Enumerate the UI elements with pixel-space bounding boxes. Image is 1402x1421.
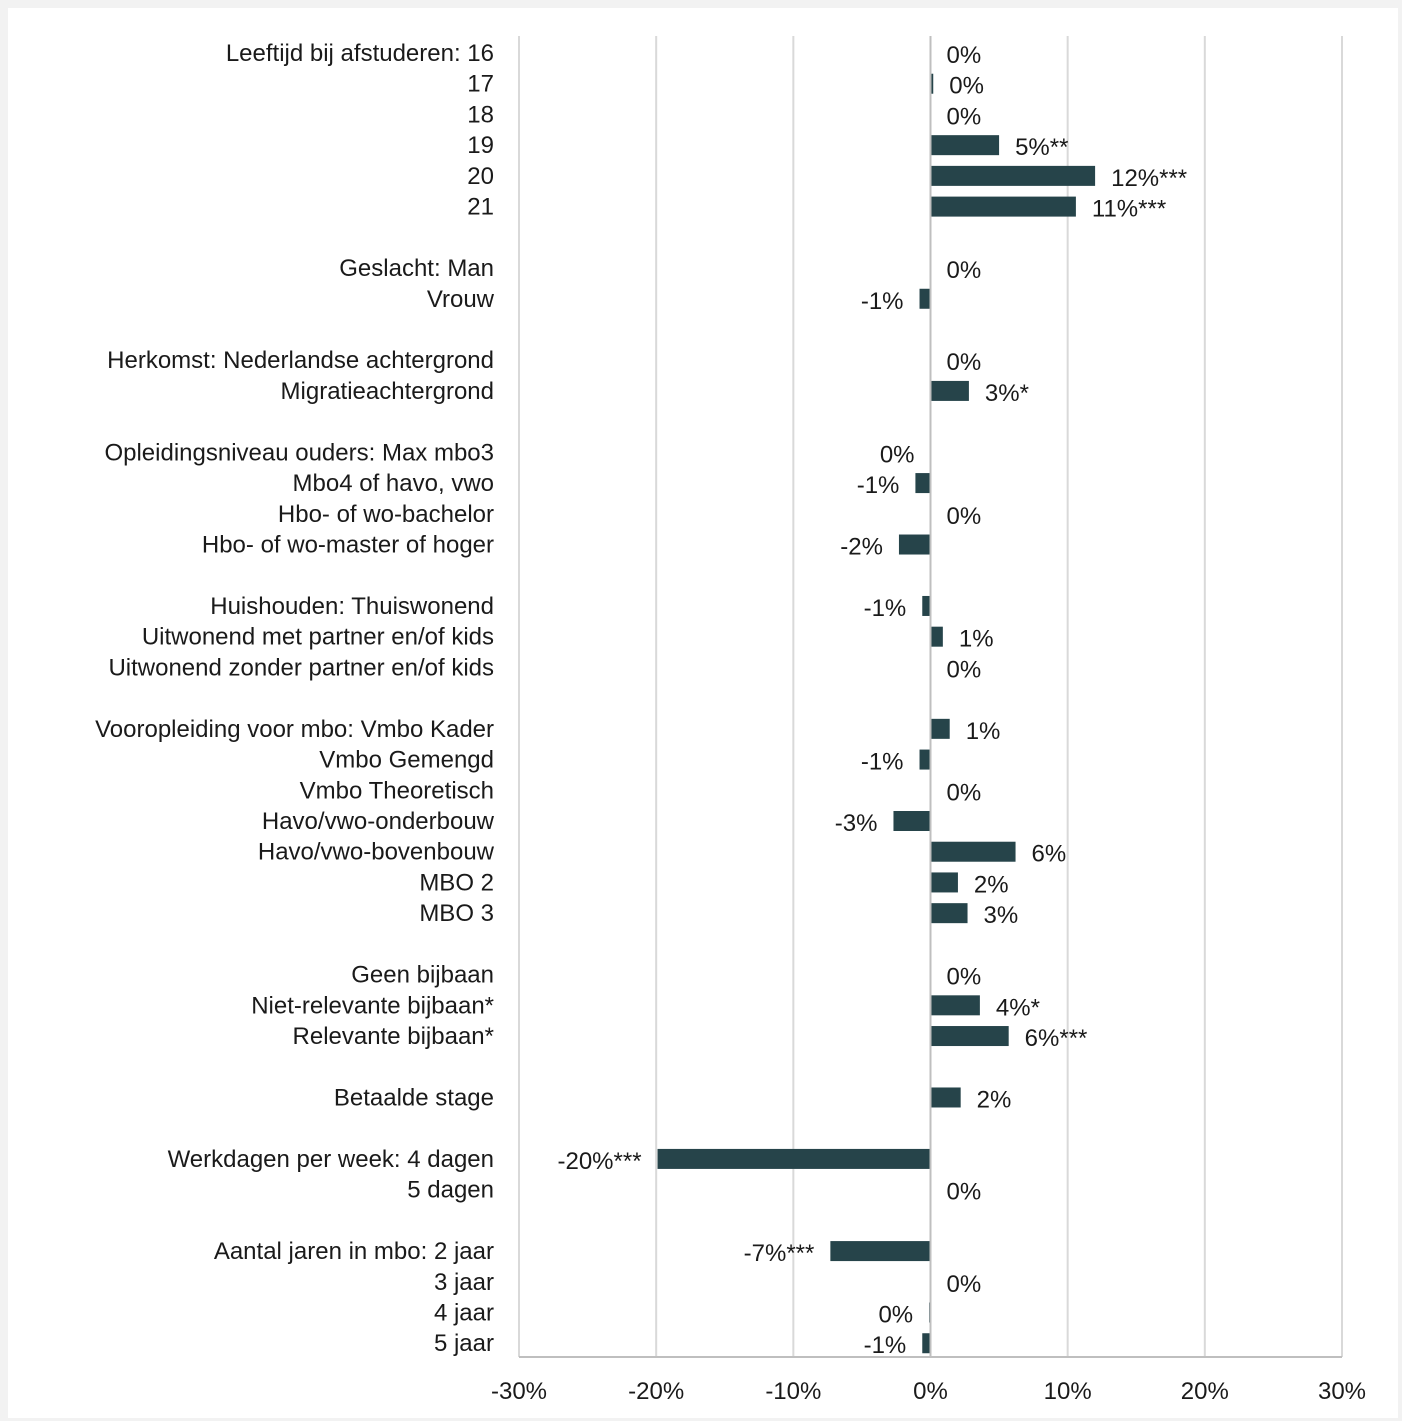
bar xyxy=(930,73,934,94)
category-label: Relevante bijbaan* xyxy=(293,1023,494,1050)
data-label: 6%*** xyxy=(1025,1025,1088,1052)
data-label: -2% xyxy=(840,534,883,561)
chart-frame: -30% -20% -10% 0% 10% 20% 30% Leeftijd bij afst… xyxy=(8,8,1398,1418)
data-label: 0% xyxy=(947,257,982,284)
category-label: Uitwonend zonder partner en/of kids xyxy=(108,654,494,681)
category-label: 18 xyxy=(467,101,494,128)
data-label: 0% xyxy=(947,1271,982,1298)
category-label: Leeftijd bij afstuderen: 16 xyxy=(226,40,494,67)
data-label: 11%*** xyxy=(1092,196,1166,223)
category-label: 4 jaar xyxy=(434,1300,494,1327)
data-label: 0% xyxy=(947,779,982,806)
data-label: 2% xyxy=(974,871,1009,898)
data-label: 3% xyxy=(984,902,1019,929)
bar xyxy=(930,872,958,893)
bar xyxy=(930,841,1016,862)
category-label: Vmbo Theoretisch xyxy=(300,777,494,804)
data-label: -20%*** xyxy=(557,1148,641,1175)
bar xyxy=(930,718,950,739)
bar xyxy=(922,1333,931,1354)
data-label: 2% xyxy=(977,1086,1012,1113)
x-tick-label: 20% xyxy=(1181,1378,1229,1405)
data-label: 1% xyxy=(966,718,1001,745)
bar xyxy=(830,1241,931,1262)
x-tick-label: 10% xyxy=(1044,1378,1092,1405)
bar xyxy=(657,1148,931,1169)
data-label: 0% xyxy=(947,503,982,530)
bar xyxy=(898,534,931,555)
data-label: 12%*** xyxy=(1111,165,1187,192)
data-label: -1% xyxy=(857,472,900,499)
category-label: Geslacht: Man xyxy=(339,255,494,282)
bar xyxy=(919,288,931,309)
data-label: 0% xyxy=(947,1179,982,1206)
data-label: -1% xyxy=(864,595,907,622)
category-label: 20 xyxy=(467,163,494,190)
data-label: 5%** xyxy=(1015,134,1068,161)
bar xyxy=(930,1087,961,1108)
bar xyxy=(930,626,943,647)
category-label: Vrouw xyxy=(427,286,495,313)
x-tick-label: 30% xyxy=(1318,1378,1366,1405)
data-label: 0% xyxy=(878,1302,913,1329)
x-tick-label: -30% xyxy=(491,1378,547,1405)
category-label: Hbo- of wo-master of hoger xyxy=(202,532,494,559)
bar xyxy=(919,749,931,770)
category-label: Havo/vwo-bovenbouw xyxy=(258,839,495,866)
data-label: -3% xyxy=(835,810,878,837)
data-label: -1% xyxy=(864,1332,907,1359)
bar xyxy=(930,135,1000,156)
data-label: 0% xyxy=(880,441,915,468)
category-label: 5 jaar xyxy=(434,1330,494,1357)
category-label: MBO 2 xyxy=(419,869,494,896)
data-label: 3%* xyxy=(985,380,1029,407)
bar-chart: -30% -20% -10% 0% 10% 20% 30% Leeftijd bij afst… xyxy=(95,36,1366,1405)
category-label: Vmbo Gemengd xyxy=(319,747,494,774)
category-label: Aantal jaren in mbo: 2 jaar xyxy=(214,1238,494,1265)
category-label: Hbo- of wo-bachelor xyxy=(278,501,494,528)
category-label: MBO 3 xyxy=(419,900,494,927)
data-label: 0% xyxy=(947,103,982,130)
category-label: Uitwonend met partner en/of kids xyxy=(142,624,494,651)
category-label: Werkdagen per week: 4 dagen xyxy=(168,1146,494,1173)
category-label: Mbo4 of havo, vwo xyxy=(293,470,494,497)
category-label: Vooropleiding voor mbo: Vmbo Kader xyxy=(95,716,494,743)
category-label: Herkomst: Nederlandse achtergrond xyxy=(107,347,494,374)
category-label: 21 xyxy=(467,194,494,221)
bar xyxy=(915,473,931,494)
data-label: 0% xyxy=(949,73,984,100)
bar xyxy=(930,380,969,401)
data-label: 0% xyxy=(947,349,982,376)
data-label: -7%*** xyxy=(744,1240,815,1267)
category-label: 17 xyxy=(467,71,494,98)
category-label: Betaalde stage xyxy=(334,1084,494,1111)
bar xyxy=(893,811,931,831)
bar xyxy=(922,595,931,616)
category-label: Niet-relevante bijbaan* xyxy=(251,992,494,1019)
bar xyxy=(930,165,1096,186)
category-label: Migratieachtergrond xyxy=(281,378,494,405)
data-label: 1% xyxy=(959,626,994,653)
bar xyxy=(930,995,980,1016)
category-label: Havo/vwo-onderbouw xyxy=(262,808,495,835)
data-label: -1% xyxy=(861,749,904,776)
bar xyxy=(930,1026,1009,1047)
x-tick-label: -10% xyxy=(765,1378,821,1405)
bar xyxy=(930,196,1076,217)
category-label: 3 jaar xyxy=(434,1269,494,1296)
data-label: -1% xyxy=(861,288,904,315)
category-label: Geen bijbaan xyxy=(351,962,494,989)
data-label: 4%* xyxy=(996,994,1040,1021)
category-label: Opleidingsniveau ouders: Max mbo3 xyxy=(104,439,494,466)
data-label: 0% xyxy=(947,964,982,991)
category-label: 5 dagen xyxy=(407,1177,494,1204)
data-label: 6% xyxy=(1032,841,1067,868)
data-label: 0% xyxy=(947,42,982,69)
category-label: Huishouden: Thuiswonend xyxy=(210,593,494,620)
category-label: 19 xyxy=(467,132,494,159)
bar xyxy=(930,903,968,924)
data-label: 0% xyxy=(947,656,982,683)
x-tick-label: -20% xyxy=(628,1378,684,1405)
x-tick-label: 0% xyxy=(913,1378,948,1405)
